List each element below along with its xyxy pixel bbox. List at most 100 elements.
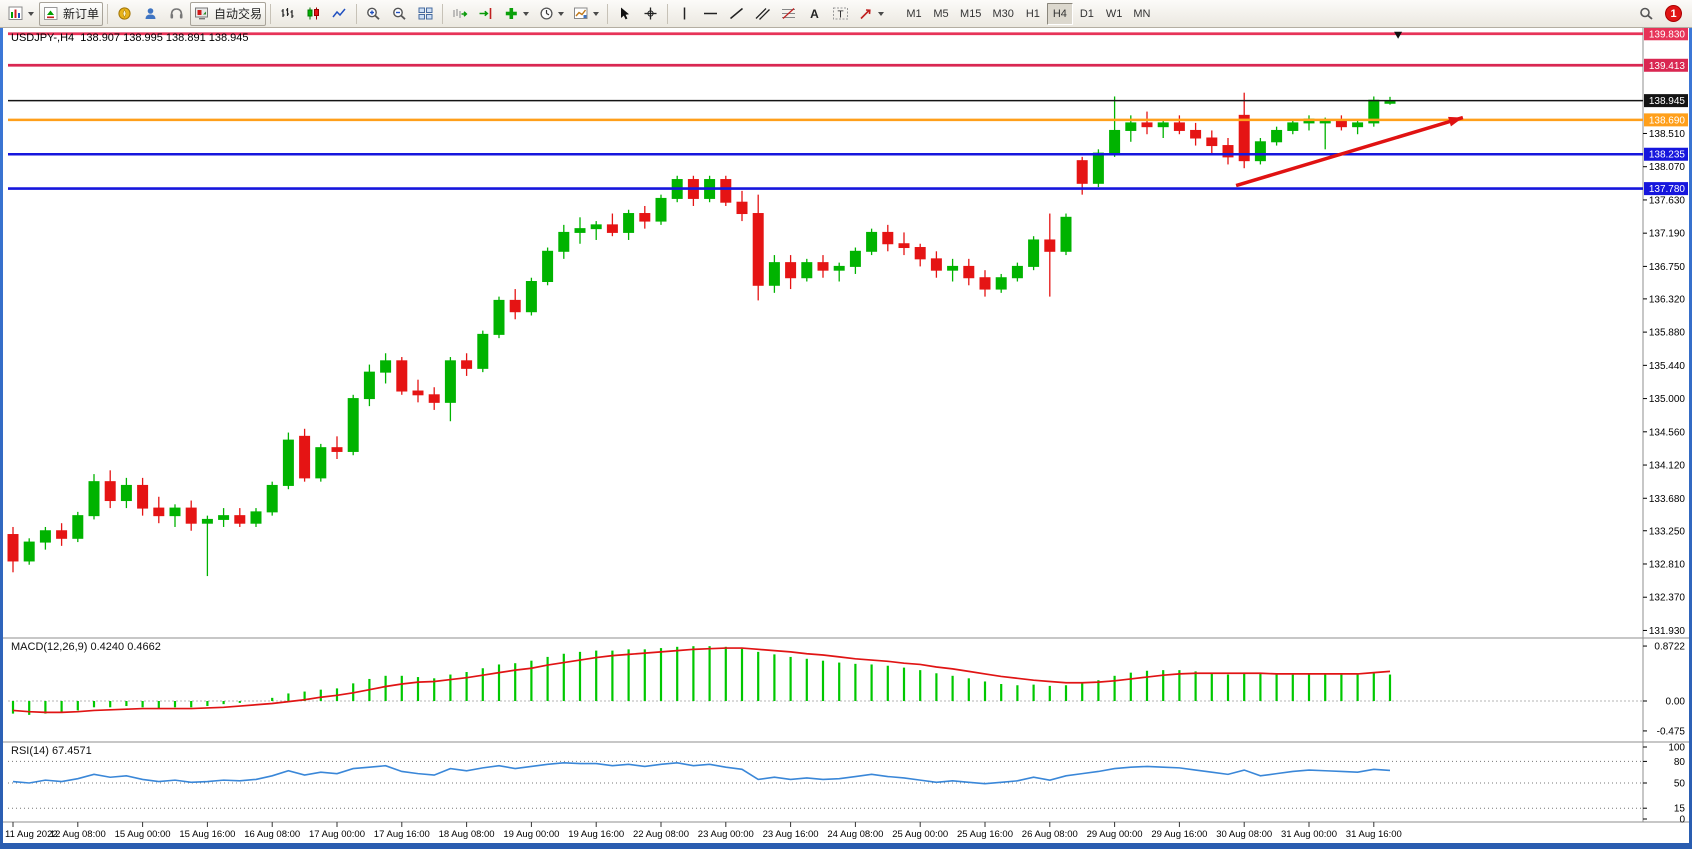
cursor-arrow-icon [621, 7, 630, 20]
indicators-button[interactable] [499, 2, 533, 26]
svg-text:17 Aug 16:00: 17 Aug 16:00 [374, 829, 430, 840]
chart-shift-button[interactable] [473, 2, 498, 26]
svg-text:135.440: 135.440 [1649, 361, 1686, 372]
chart-stage: 138.510 138.070 137.630 137.190 136.750 136.3… [3, 28, 1689, 843]
templates-button[interactable] [569, 2, 603, 26]
tile-windows-button[interactable] [413, 2, 438, 26]
svg-text:0.8722: 0.8722 [1654, 642, 1685, 653]
dropdown-caret-icon [558, 11, 565, 16]
chart-canvas[interactable]: 138.510 138.070 137.630 137.190 136.750 136.3… [3, 28, 1689, 843]
svg-text:0: 0 [1679, 815, 1685, 826]
new-order-label: 新订单 [63, 7, 100, 21]
vertical-line-tool-button[interactable] [672, 2, 697, 26]
cursor-button[interactable] [612, 2, 637, 26]
svg-text:A: A [810, 7, 819, 21]
autotrading-label: 自动交易 [214, 7, 263, 21]
svg-text:19 Aug 16:00: 19 Aug 16:00 [568, 829, 624, 840]
fibonacci-icon [782, 8, 796, 19]
periods-button[interactable] [534, 2, 568, 26]
svg-text:137.630: 137.630 [1649, 195, 1686, 206]
profiles-button[interactable] [138, 2, 163, 26]
svg-text:50: 50 [1674, 779, 1686, 790]
svg-text:134.560: 134.560 [1649, 427, 1686, 438]
new-chart-button[interactable] [4, 2, 38, 26]
svg-text:-0.475: -0.475 [1657, 726, 1686, 737]
timeframe-h1-button[interactable]: H1 [1020, 3, 1046, 25]
tile-windows-icon [418, 7, 433, 20]
trendline-icon [730, 7, 744, 20]
clock-icon [540, 7, 553, 20]
price-scale[interactable] [1643, 28, 1689, 822]
svg-text:135.880: 135.880 [1649, 328, 1686, 339]
svg-text:16 Aug 08:00: 16 Aug 08:00 [244, 829, 300, 840]
toolbar-separator [607, 3, 609, 24]
timeframe-m1-button[interactable]: M1 [901, 3, 927, 25]
auto-scroll-button[interactable] [447, 2, 472, 26]
channel-tool-button[interactable] [750, 2, 775, 26]
toolbar-separator [270, 3, 272, 24]
toolbar-separator [667, 3, 669, 24]
svg-text:138.945: 138.945 [1649, 96, 1686, 107]
svg-text:23 Aug 16:00: 23 Aug 16:00 [763, 829, 819, 840]
chart-shift-icon [479, 8, 492, 19]
line-chart-icon [332, 8, 346, 18]
search-icon [1640, 7, 1653, 20]
svg-text:19 Aug 00:00: 19 Aug 00:00 [503, 829, 559, 840]
timeframe-m5-button[interactable]: M5 [928, 3, 954, 25]
timeframe-mn-button[interactable]: MN [1128, 3, 1155, 25]
timeframe-h4-button[interactable]: H4 [1046, 2, 1073, 25]
arrows-tool-button[interactable] [854, 2, 888, 26]
svg-text:15 Aug 16:00: 15 Aug 16:00 [179, 829, 235, 840]
bar-chart-type-button[interactable] [275, 2, 300, 26]
new-order-button[interactable]: 新订单 [39, 1, 104, 26]
candlestick-chart-type-button[interactable] [301, 2, 326, 26]
svg-text:11 Aug 2022: 11 Aug 2022 [5, 829, 58, 840]
svg-text:23 Aug 00:00: 23 Aug 00:00 [698, 829, 754, 840]
zoom-out-button[interactable] [387, 2, 412, 26]
svg-text:136.750: 136.750 [1649, 262, 1686, 273]
search-button[interactable] [1634, 2, 1659, 26]
macd-name: MACD(12,26,9) [11, 641, 88, 653]
time-scale[interactable] [3, 822, 1643, 843]
gold-compass-icon [118, 7, 131, 20]
svg-text:133.250: 133.250 [1649, 526, 1686, 537]
svg-text:139.413: 139.413 [1649, 61, 1686, 72]
timeframe-d1-button[interactable]: D1 [1074, 3, 1100, 25]
svg-text:29 Aug 16:00: 29 Aug 16:00 [1151, 829, 1207, 840]
text-tool-button[interactable]: A [802, 2, 827, 26]
svg-text:100: 100 [1668, 743, 1685, 754]
headset-icon [170, 8, 183, 19]
svg-text:138.235: 138.235 [1649, 150, 1686, 161]
trendline-tool-button[interactable] [724, 2, 749, 26]
timeframe-w1-button[interactable]: W1 [1101, 3, 1128, 25]
horizontal-line-tool-button[interactable] [698, 2, 723, 26]
crosshair-button[interactable] [638, 2, 663, 26]
svg-text:25 Aug 00:00: 25 Aug 00:00 [892, 829, 948, 840]
line-chart-type-button[interactable] [327, 2, 352, 26]
autotrading-icon [195, 7, 209, 20]
svg-text:139.830: 139.830 [1649, 29, 1686, 40]
zoom-in-button[interactable] [361, 2, 386, 26]
depth-of-market-button[interactable] [112, 2, 137, 26]
svg-text:138.690: 138.690 [1649, 115, 1686, 126]
fibonacci-tool-button[interactable] [776, 2, 801, 26]
notification-badge[interactable]: 1 [1665, 5, 1682, 22]
timeframe-m15-button[interactable]: M15 [955, 3, 986, 25]
dropdown-caret-icon [523, 11, 530, 16]
label-tool-button[interactable]: T [828, 2, 853, 26]
svg-text:31 Aug 00:00: 31 Aug 00:00 [1281, 829, 1337, 840]
macd-value-signal: 0.4662 [127, 641, 161, 653]
toolbar-separator [107, 3, 109, 24]
text-a-icon: A [810, 7, 819, 21]
autotrading-button[interactable]: 自动交易 [190, 1, 267, 26]
svg-text:18 Aug 08:00: 18 Aug 08:00 [439, 829, 495, 840]
svg-text:T: T [837, 10, 843, 21]
arrow-object-icon [860, 9, 871, 20]
symbol-header: USDJPY-,H4 138.907 138.995 138.891 138.9… [11, 32, 249, 44]
svg-text:132.370: 132.370 [1649, 593, 1686, 604]
indicators-plus-icon [505, 8, 517, 19]
community-button[interactable] [164, 2, 189, 26]
timeframe-m30-button[interactable]: M30 [987, 3, 1018, 25]
horizontal-line-icon [704, 12, 718, 15]
svg-text:15: 15 [1674, 804, 1686, 815]
